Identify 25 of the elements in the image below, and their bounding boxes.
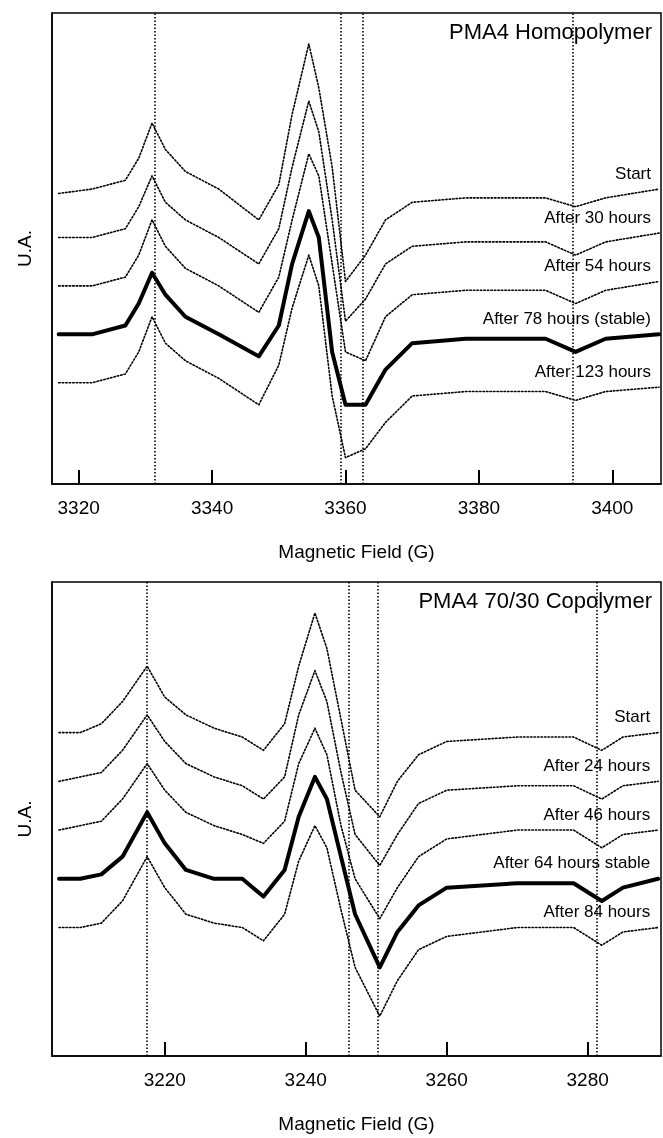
x-tick-label: 3260 <box>425 1069 468 1090</box>
series-label: After 123 hours <box>534 361 651 381</box>
x-axis-title: Magnetic Field (G) <box>278 541 435 562</box>
x-tick-label: 3380 <box>457 497 501 518</box>
series-label: Start <box>614 707 651 727</box>
series-label: After 84 hours <box>543 902 651 922</box>
series-label: After 54 hours <box>544 256 651 276</box>
x-axis-title: Magnetic Field (G) <box>278 1113 435 1134</box>
x-tick-label: 3360 <box>324 497 367 518</box>
series-label: After 30 hours <box>544 207 651 227</box>
x-tick-label: 3280 <box>566 1069 609 1090</box>
series-label: Start <box>615 163 652 183</box>
x-tick-label: 3220 <box>143 1069 186 1090</box>
x-tick-label: 3340 <box>190 497 234 518</box>
series-label: After 46 hours <box>543 804 651 824</box>
y-axis-title: U.A. <box>14 800 35 838</box>
chart-title: PMA4 70/30 Copolymer <box>418 587 653 613</box>
series-label: After 78 hours (stable) <box>482 308 651 328</box>
series-label: After 64 hours stable <box>493 853 651 873</box>
x-tick-label: 3320 <box>57 497 100 518</box>
x-tick-label: 3240 <box>284 1069 327 1090</box>
series-label: After 24 hours <box>543 755 651 775</box>
chart-title: PMA4 Homopolymer <box>449 18 652 44</box>
x-tick-label: 3400 <box>591 497 634 518</box>
y-axis-title: U.A. <box>14 230 35 267</box>
